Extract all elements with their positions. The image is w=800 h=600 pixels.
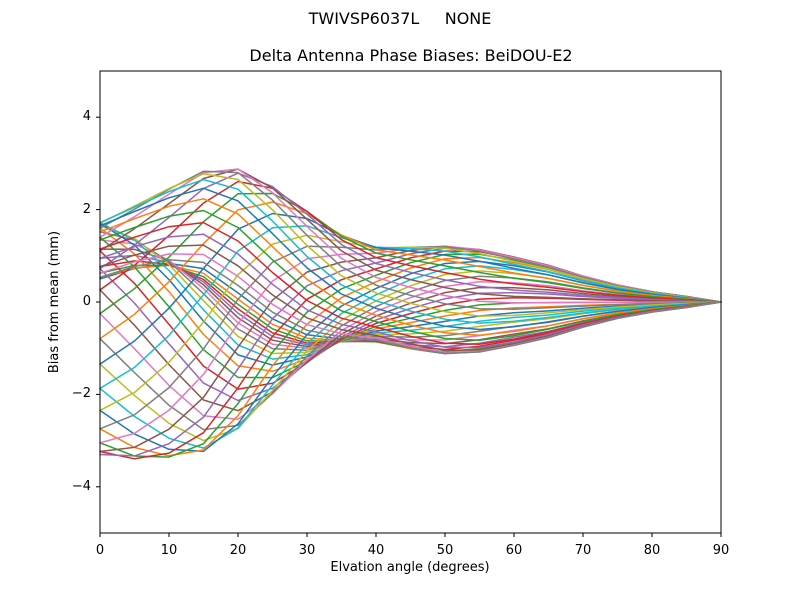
bias-curve [99, 173, 722, 317]
bias-curve [99, 172, 722, 303]
bias-curve [99, 201, 722, 340]
bias-curve [99, 180, 722, 303]
bias-curve [99, 170, 722, 310]
bias-curve [99, 178, 722, 324]
bias-curve [99, 192, 722, 315]
x-tick-label: 80 [643, 543, 661, 558]
x-axis-label: Elvation angle (degrees) [330, 560, 490, 575]
bias-curve [99, 225, 722, 390]
bias-curve [99, 212, 722, 365]
bias-curve [99, 250, 722, 460]
x-tick-label: 50 [436, 543, 454, 558]
x-tick-label: 60 [505, 543, 523, 558]
bias-curve [99, 168, 722, 303]
x-tick-label: 90 [712, 543, 730, 558]
x-tick-label: 30 [298, 543, 316, 558]
y-tick-label: −2 [71, 386, 91, 402]
y-tick-label: −4 [71, 478, 91, 494]
bias-curve [99, 168, 722, 304]
bias-curve [99, 187, 722, 331]
x-tick-label: 10 [160, 543, 178, 558]
x-tick-label: 70 [574, 543, 592, 558]
y-tick-label: 4 [82, 109, 91, 125]
bias-curve [99, 258, 722, 355]
y-tick-label: 2 [82, 201, 91, 217]
bias-curve [99, 234, 722, 412]
figure-suptitle: TWIVSP6037L NONE [308, 9, 492, 28]
bias-curve [99, 209, 722, 341]
x-tick-label: 0 [95, 543, 105, 558]
x-tick-label: 40 [367, 543, 385, 558]
y-tick-label: 0 [82, 294, 91, 309]
bias-curve [99, 233, 722, 349]
bias-curve [99, 198, 722, 336]
x-tick-label: 20 [229, 543, 247, 558]
axes-title: Delta Antenna Phase Biases: BeiDOU-E2 [249, 46, 573, 65]
bias-curve [99, 221, 722, 346]
bias-curve [99, 267, 722, 402]
